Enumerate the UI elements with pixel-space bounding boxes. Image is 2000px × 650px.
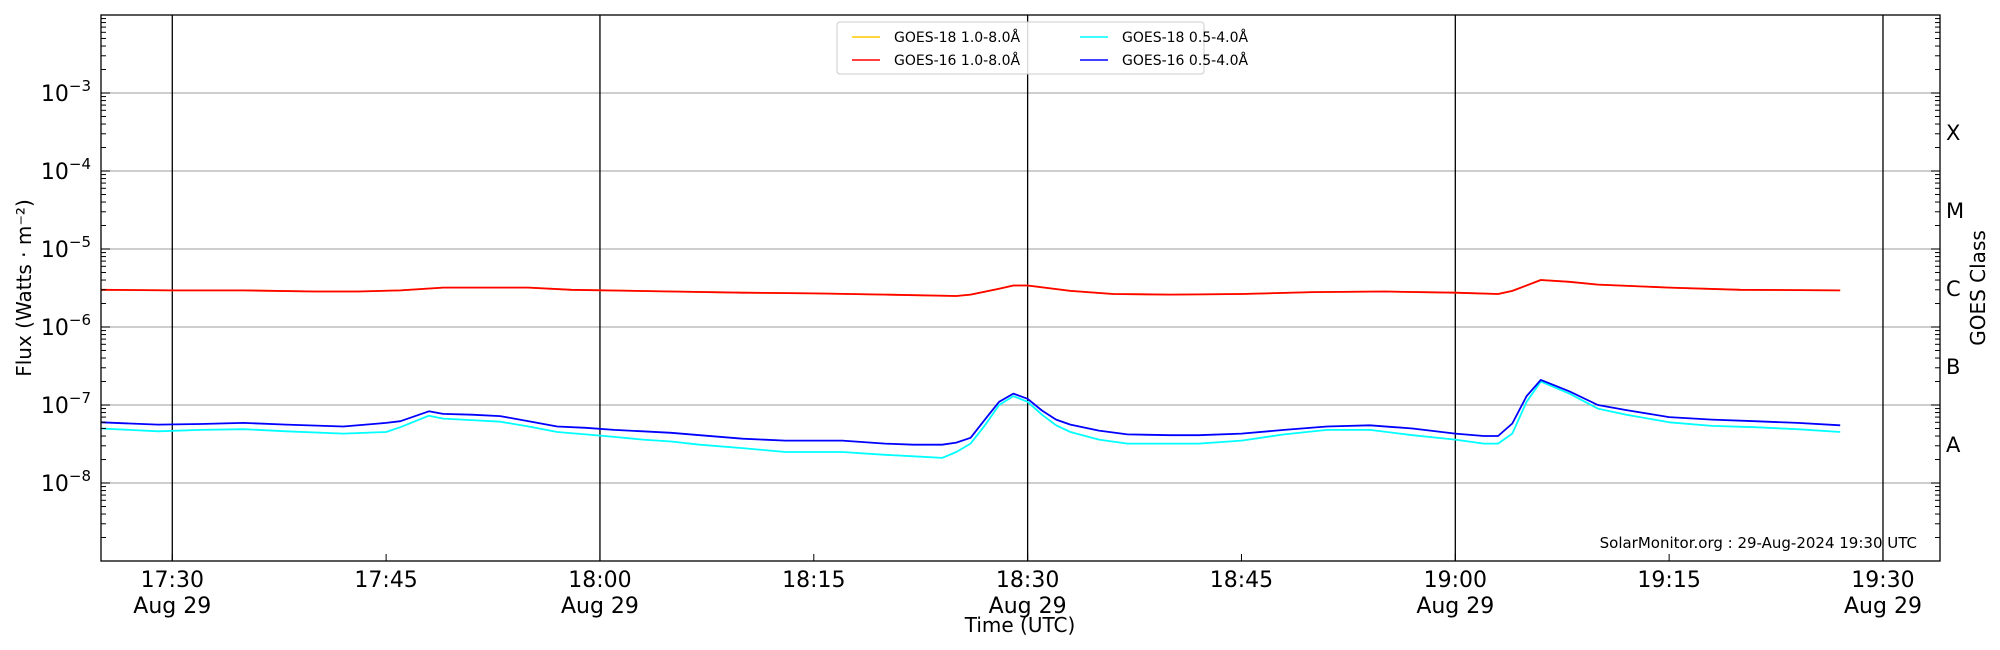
goes-class-label-c: C bbox=[1946, 277, 1961, 301]
y-tick-label: 10−4 bbox=[41, 155, 91, 185]
goes-class-label-a: A bbox=[1946, 433, 1961, 457]
right-axis-label: GOES Class bbox=[1966, 230, 1990, 346]
series-line-2 bbox=[100, 380, 1841, 459]
series-line-1 bbox=[100, 279, 1841, 297]
legend-box bbox=[836, 21, 1205, 75]
x-axis-label: Time (UTC) bbox=[964, 613, 1076, 637]
legend: GOES-18 1.0-8.0Å GOES-16 1.0-8.0Å GOES-18 … bbox=[836, 21, 1248, 75]
x-tick-date: Aug 29 bbox=[1844, 594, 1922, 619]
x-tick-label: 19:15 bbox=[1637, 568, 1700, 593]
y-tick-exponent: −3 bbox=[69, 77, 91, 95]
goes-class-label-x: X bbox=[1946, 121, 1960, 145]
y-tick-label: 10−8 bbox=[41, 467, 91, 497]
legend-label: GOES-18 1.0-8.0Å bbox=[894, 29, 1020, 46]
x-tick-date: Aug 29 bbox=[1416, 594, 1494, 619]
grid-lines bbox=[101, 92, 1940, 484]
y-tick-label: 10−3 bbox=[41, 77, 91, 107]
goes-class-axis: X M C B A bbox=[1946, 121, 1964, 457]
x-tick-label: 19:00 bbox=[1424, 568, 1487, 593]
y-tick-exponent: −5 bbox=[69, 233, 91, 251]
series-lines bbox=[100, 279, 1841, 459]
legend-label: GOES-18 0.5-4.0Å bbox=[1122, 29, 1248, 46]
y-axis-ticks: 10−310−410−510−610−710−8 bbox=[41, 14, 1940, 562]
goes-class-label-b: B bbox=[1946, 355, 1960, 379]
x-tick-date: Aug 29 bbox=[989, 594, 1067, 619]
y-axis-label: Flux (Watts · m⁻²) bbox=[12, 199, 36, 377]
x-tick-label: 18:15 bbox=[782, 568, 845, 593]
source-annotation: SolarMonitor.org : 29-Aug-2024 19:30 UTC bbox=[1600, 534, 1917, 552]
y-tick-exponent: −4 bbox=[69, 155, 91, 173]
y-tick-base: 10 bbox=[41, 316, 69, 341]
series-line-3 bbox=[100, 379, 1841, 446]
x-tick-label: 18:30 bbox=[996, 568, 1059, 593]
x-tick-label: 17:30 bbox=[141, 568, 204, 593]
y-tick-base: 10 bbox=[41, 472, 69, 497]
y-tick-base: 10 bbox=[41, 238, 69, 263]
plot-area bbox=[101, 15, 1940, 561]
x-tick-label: 19:30 bbox=[1851, 568, 1914, 593]
y-tick-exponent: −6 bbox=[69, 311, 91, 329]
x-tick-date: Aug 29 bbox=[561, 594, 639, 619]
y-tick-base: 10 bbox=[41, 394, 69, 419]
y-tick-base: 10 bbox=[41, 160, 69, 185]
y-tick-label: 10−7 bbox=[41, 389, 91, 419]
day-boundary-lines bbox=[171, 15, 1884, 561]
x-tick-label: 17:45 bbox=[354, 568, 417, 593]
x-tick-date: Aug 29 bbox=[133, 594, 211, 619]
y-tick-exponent: −7 bbox=[69, 389, 91, 407]
x-tick-label: 18:00 bbox=[568, 568, 631, 593]
legend-label: GOES-16 0.5-4.0Å bbox=[1122, 52, 1248, 69]
y-tick-base: 10 bbox=[41, 82, 69, 107]
y-tick-label: 10−6 bbox=[41, 311, 91, 341]
y-tick-label: 10−5 bbox=[41, 233, 91, 263]
x-tick-label: 18:45 bbox=[1210, 568, 1273, 593]
goes-class-label-m: M bbox=[1946, 199, 1964, 223]
y-tick-exponent: −8 bbox=[69, 467, 91, 485]
plot-frame bbox=[100, 14, 1941, 562]
legend-label: GOES-16 1.0-8.0Å bbox=[894, 52, 1020, 69]
